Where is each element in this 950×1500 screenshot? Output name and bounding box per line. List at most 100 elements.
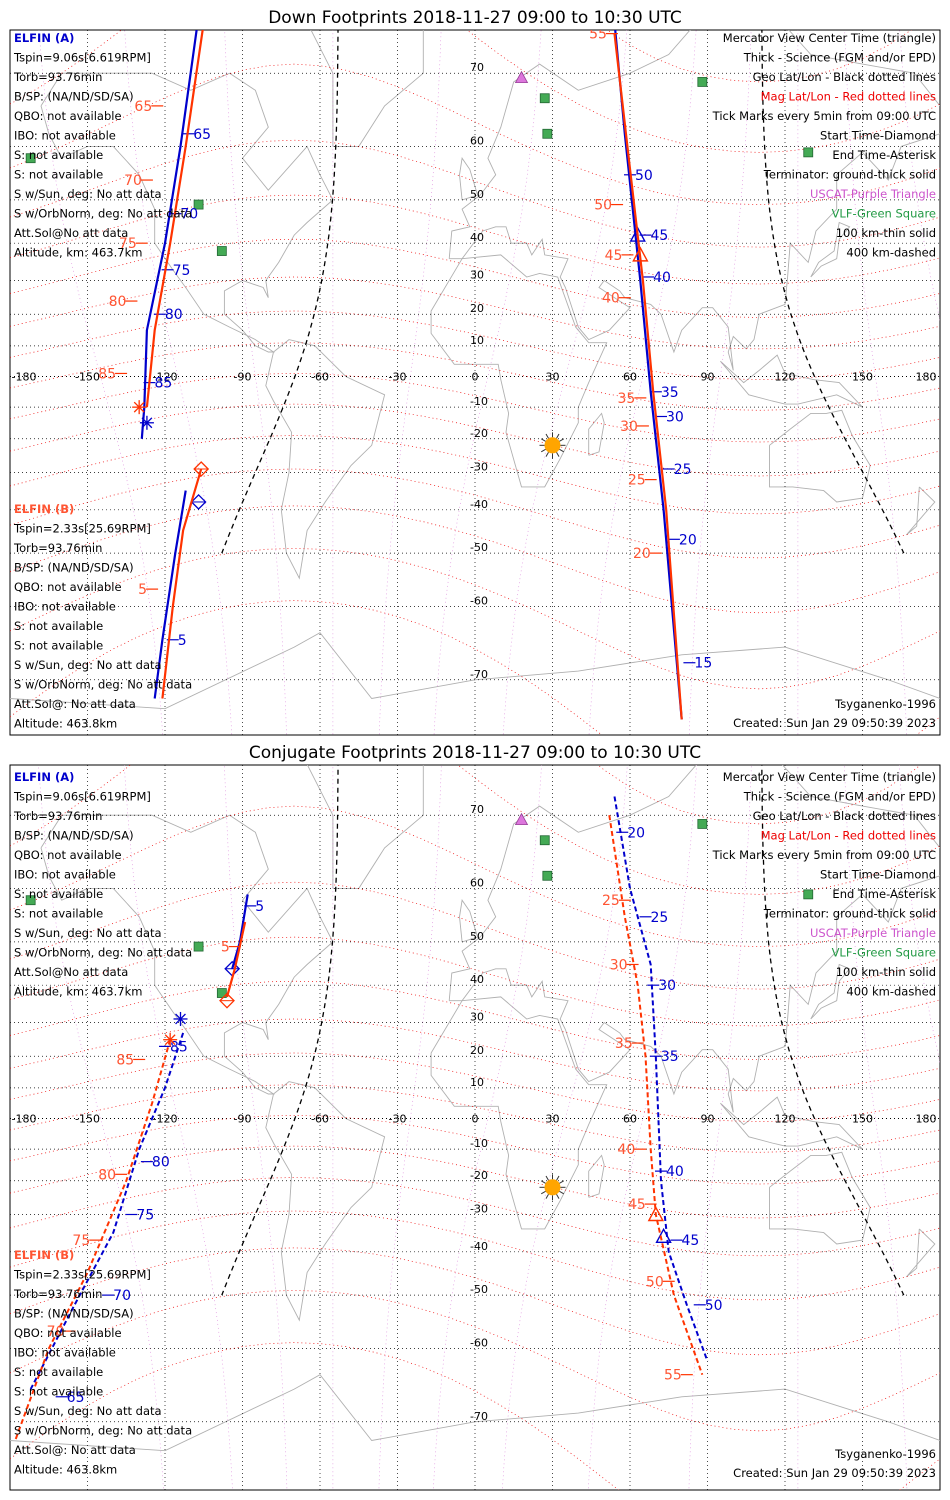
coastline-10 xyxy=(720,354,863,408)
vlf-square-icon xyxy=(193,941,204,952)
track-tick-label: 65 xyxy=(134,99,152,115)
lon-tick-label: -60 xyxy=(311,1113,329,1126)
elfin-b-info-line: B/SP: (NA/ND/SD/SA) xyxy=(14,561,134,575)
track-tick-label: 20 xyxy=(679,532,697,548)
track-elfin-a-pass-2 xyxy=(153,490,187,699)
sun-ray xyxy=(545,433,549,439)
coastline-3 xyxy=(448,765,940,1001)
conjugate-info-block: ELFIN (A) Tspin=9.06s[6.619RPM] Torb=93.76… xyxy=(13,770,192,1477)
lat-tick-label: -40 xyxy=(470,1240,488,1253)
lat-tick-label: 10 xyxy=(470,1076,484,1089)
track-tick-label: 45 xyxy=(681,1233,699,1249)
lon-tick-label: 30 xyxy=(545,371,559,384)
end-time-asterisk-icon xyxy=(173,1011,188,1026)
mag-parallel xyxy=(10,805,940,947)
lat-tick-label: 70 xyxy=(470,803,484,816)
legend-entry: Terminator: ground-thick solid xyxy=(763,907,936,921)
track-tick-label: 35 xyxy=(615,1036,633,1052)
track-tick-label: 65 xyxy=(193,127,211,143)
track-tick-label: 20 xyxy=(633,546,651,562)
elfin-a-info-line: IBO: not available xyxy=(14,129,116,143)
lat-tick-label: -30 xyxy=(470,460,488,473)
legend-entry: End Time-Asterisk xyxy=(832,887,936,901)
lon-tick-label: 150 xyxy=(852,371,873,384)
track-tick-label: 30 xyxy=(610,957,628,973)
uscat-triangle-icon xyxy=(514,70,529,84)
elfin-a-info-line: S w/OrbNorm, deg: No att data xyxy=(14,207,192,221)
track-tick-label: 5 xyxy=(255,899,264,915)
sun-ray xyxy=(559,438,565,442)
sun-ray xyxy=(545,451,549,457)
lon-tick-label: 0 xyxy=(472,1113,479,1126)
lon-tick-label: 120 xyxy=(774,371,795,384)
lon-tick-label: -150 xyxy=(75,371,100,384)
created-timestamp: Created: Sun Jan 29 09:50:39 2023 xyxy=(733,1466,936,1480)
elfin-a-info-line: S: not available xyxy=(14,168,103,182)
end-time-asterisk-icon xyxy=(139,415,154,430)
lat-tick-label: -60 xyxy=(470,595,488,608)
track-tick-label: 85 xyxy=(155,376,173,392)
coastline-2 xyxy=(265,339,386,580)
elfin-b-info-line: Att.Sol@: No att data xyxy=(14,697,136,711)
legend-entry: VLF-Green Square xyxy=(832,946,936,960)
legend-entry: Tick Marks every 5min from 09:00 UTC xyxy=(712,848,936,862)
elfin-b-info-line: Tspin=2.33s[25.69RPM] xyxy=(13,522,151,536)
sun-ray xyxy=(556,433,560,439)
vlf-square-icon xyxy=(25,153,36,164)
mag-meridian xyxy=(899,765,940,1065)
end-time-asterisk-icon xyxy=(132,400,147,415)
track-elfin-b-pass-3 xyxy=(613,33,683,720)
elfin-a-name: ELFIN (A) xyxy=(14,31,74,45)
vlf-square-icon xyxy=(216,246,227,256)
elfin-a-info-line: S w/OrbNorm, deg: No att data xyxy=(14,946,192,960)
elfin-a-info-line: B/SP: (NA/ND/SD/SA) xyxy=(14,829,134,843)
track-tick-label: 20 xyxy=(627,825,645,841)
track-tick-label: 40 xyxy=(653,270,671,286)
mag-meridian xyxy=(899,30,940,323)
sun-ray xyxy=(545,1175,549,1181)
lat-tick-label: -20 xyxy=(470,1169,488,1182)
mag-parallel xyxy=(10,1018,940,1092)
mag-parallel xyxy=(10,139,940,248)
track-tick-label: 25 xyxy=(650,910,668,926)
track-tick-label: 60 xyxy=(204,15,222,31)
coastline-11 xyxy=(906,486,936,536)
track-tick-label: 80 xyxy=(98,1167,116,1183)
elfin-b-info-line: QBO: not available xyxy=(14,1326,122,1340)
elfin-a-info-line: S: not available xyxy=(14,907,103,921)
track-elfin-a-pass-1 xyxy=(29,1032,185,1390)
down-legend: Mercator View Center Time (triangle) Thic… xyxy=(712,31,937,260)
lat-tick-label: -70 xyxy=(470,668,488,681)
elfin-a-info-line: QBO: not available xyxy=(14,848,122,862)
elfin-a-info-line: Tspin=9.06s[6.619RPM] xyxy=(13,790,151,804)
legend-entry: USCAT-Purple Triangle xyxy=(810,926,936,940)
down-geo-grid xyxy=(10,30,940,735)
lon-tick-label: -30 xyxy=(389,1113,407,1126)
elfin-a-info-line: IBO: not available xyxy=(14,868,116,882)
elfin-a-info-line: Torb=93.76min xyxy=(13,809,102,823)
legend-entry: Start Time-Diamond xyxy=(820,129,936,143)
elfin-b-info-line: Torb=93.76min xyxy=(13,1287,102,1301)
track-tick-label: 80 xyxy=(109,294,127,310)
lat-tick-label: -30 xyxy=(470,1202,488,1215)
track-elfin-b-pass-1 xyxy=(145,30,204,408)
mag-meridian xyxy=(588,765,697,1490)
coastline-10 xyxy=(720,1096,863,1150)
elfin-b-info-line: S: not available xyxy=(14,619,103,633)
sun-ray xyxy=(556,451,560,457)
lon-tick-label: -90 xyxy=(234,371,252,384)
elfin-a-info-line: Att.Sol@No att data xyxy=(14,226,128,240)
lat-tick-label: -20 xyxy=(470,427,488,440)
legend-entry: Mag Lat/Lon - Red dotted lines xyxy=(761,829,936,843)
mag-parallel xyxy=(10,468,940,559)
track-tick-label: 45 xyxy=(628,1197,646,1213)
vlf-square-icon xyxy=(803,147,814,158)
lon-tick-label: 30 xyxy=(545,1113,559,1126)
vlf-square-icon xyxy=(539,835,550,846)
coastline-5 xyxy=(430,996,608,1230)
elfin-b-info-line: S: not available xyxy=(14,1385,103,1399)
track-tick-label: 70 xyxy=(47,1324,65,1340)
down-info-block: ELFIN (A) Tspin=9.06s[6.619RPM] Torb=93.76… xyxy=(13,31,192,731)
elfin-b-info-line: Att.Sol@: No att data xyxy=(14,1443,136,1457)
